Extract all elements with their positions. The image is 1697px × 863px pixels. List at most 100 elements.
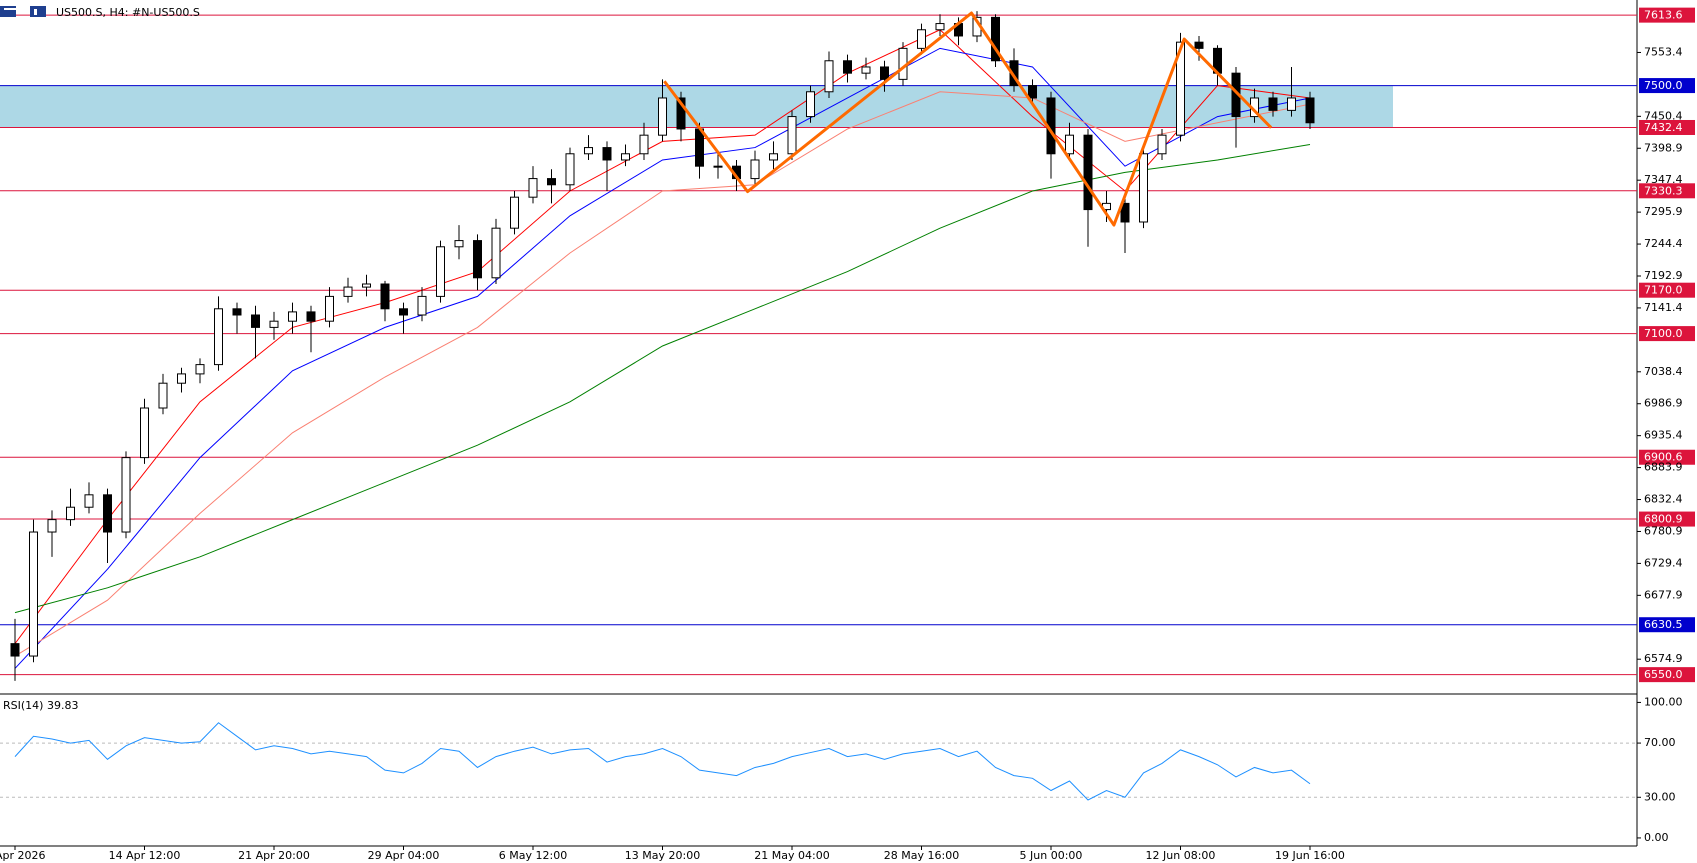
y-tick-label: 7553.4 — [1644, 45, 1683, 58]
level-label-box — [1639, 183, 1695, 199]
y-tick-label: 6935.4 — [1644, 429, 1683, 442]
candle-body — [362, 283, 371, 288]
level-label: 7613.6 — [1644, 9, 1683, 22]
level-label-box — [1639, 511, 1695, 527]
candle-body — [1194, 41, 1204, 49]
y-tick-label: 100.00 — [1644, 695, 1683, 708]
candle-body — [436, 246, 445, 297]
y-tick-label: 7295.9 — [1644, 205, 1683, 218]
y-tick-label: 7141.4 — [1644, 301, 1683, 314]
level-label-box — [1639, 617, 1695, 633]
candle-body — [473, 240, 482, 279]
candle-body — [29, 531, 38, 657]
candle-body — [343, 286, 353, 297]
candle-body — [806, 91, 815, 118]
y-tick-label: 7244.4 — [1644, 237, 1683, 250]
overlay-layer: 7613.6 7500.0 7432.4 7330.3 7170.0 7100.0 6900… — [663, 7, 1695, 683]
icon — [4, 8, 16, 10]
zigzag — [663, 11, 1273, 227]
candle-body — [991, 16, 1000, 62]
x-tick-label: 19 Jun 16:00 — [1275, 849, 1345, 862]
candle-body — [658, 97, 667, 136]
x-tick-label: 14 Apr 12:00 — [109, 849, 181, 862]
level-label-box — [1639, 326, 1695, 342]
candle-body — [288, 311, 297, 322]
level-label: 6900.6 — [1644, 451, 1683, 464]
zone — [0, 85, 1393, 128]
candles-layer — [10, 11, 1315, 681]
y-tick-label: 7450.4 — [1644, 109, 1683, 122]
y-tick-label: 6832.4 — [1644, 493, 1683, 506]
moving-average — [14, 91, 1311, 657]
candle-body — [325, 295, 334, 322]
candle-body — [1305, 97, 1315, 124]
candle-body — [1009, 60, 1019, 87]
level-label: 7170.0 — [1644, 284, 1683, 297]
x-tick-label: 6 May 12:00 — [499, 849, 567, 862]
y-tick-label: 6729.4 — [1644, 556, 1683, 569]
candle-body — [935, 23, 945, 31]
candle-body — [177, 373, 186, 384]
candle-body — [1287, 97, 1296, 111]
candle-body — [510, 196, 519, 229]
candle-body — [861, 66, 871, 74]
candle-body — [639, 134, 649, 155]
level-label-box — [1639, 667, 1695, 683]
candle-body — [917, 29, 926, 49]
candle-body — [713, 165, 723, 168]
y-tick-label: 0.00 — [1644, 831, 1669, 844]
candle-body — [121, 457, 131, 533]
x-tick-label: 5 Jun 00:00 — [1020, 849, 1083, 862]
candle-body — [1028, 85, 1037, 99]
y-tick-label: 7192.9 — [1644, 269, 1683, 282]
candle-body — [140, 407, 149, 459]
candle-body — [214, 308, 223, 366]
candle-body — [880, 66, 889, 80]
candle-body — [380, 283, 390, 310]
zone-layer — [0, 85, 1393, 128]
candle-body — [269, 320, 279, 328]
candle-body — [1157, 134, 1167, 155]
level-label: 7100.0 — [1644, 327, 1683, 340]
candle-body — [66, 506, 75, 521]
y-tick-label: 7038.4 — [1644, 365, 1683, 378]
level-label-box — [1639, 7, 1695, 23]
rsi-line — [14, 722, 1311, 801]
candle-body — [1268, 97, 1278, 111]
candle-body — [695, 128, 704, 167]
candle-body — [84, 494, 94, 508]
candle-body — [47, 519, 57, 533]
level-label-box — [1639, 449, 1695, 465]
candle-body — [565, 153, 575, 186]
x-tick-label: 29 Apr 04:00 — [368, 849, 440, 862]
candle-body — [621, 153, 630, 161]
candle-body — [1083, 134, 1093, 211]
candle-body — [602, 147, 612, 161]
candle-body — [1120, 202, 1130, 223]
rsi-title: RSI(14) 39.83 — [3, 699, 78, 712]
y-tick-label: 70.00 — [1644, 736, 1676, 749]
candle-body — [103, 494, 112, 533]
candle-body — [824, 60, 834, 93]
candle-body — [491, 227, 501, 279]
candle-body — [399, 308, 408, 316]
icon — [30, 6, 46, 17]
y-tick-label: 6574.9 — [1644, 652, 1683, 665]
level-label: 7432.4 — [1644, 121, 1683, 134]
candle-body — [547, 178, 556, 186]
candle-body — [158, 382, 168, 409]
level-label-box — [1639, 78, 1695, 94]
level-label-box — [1639, 282, 1695, 298]
candle-body — [232, 308, 242, 316]
candle-body — [1139, 153, 1148, 223]
candle-body — [676, 97, 686, 130]
x-tick-label: 21 May 04:00 — [754, 849, 829, 862]
candle-body — [787, 116, 797, 155]
candle-body — [843, 60, 852, 74]
candle-body — [195, 364, 205, 375]
level-label: 6800.9 — [1644, 513, 1683, 526]
moving-average — [14, 47, 1311, 669]
level-label: 7330.3 — [1644, 184, 1683, 197]
y-tick-label: 7347.4 — [1644, 173, 1683, 186]
